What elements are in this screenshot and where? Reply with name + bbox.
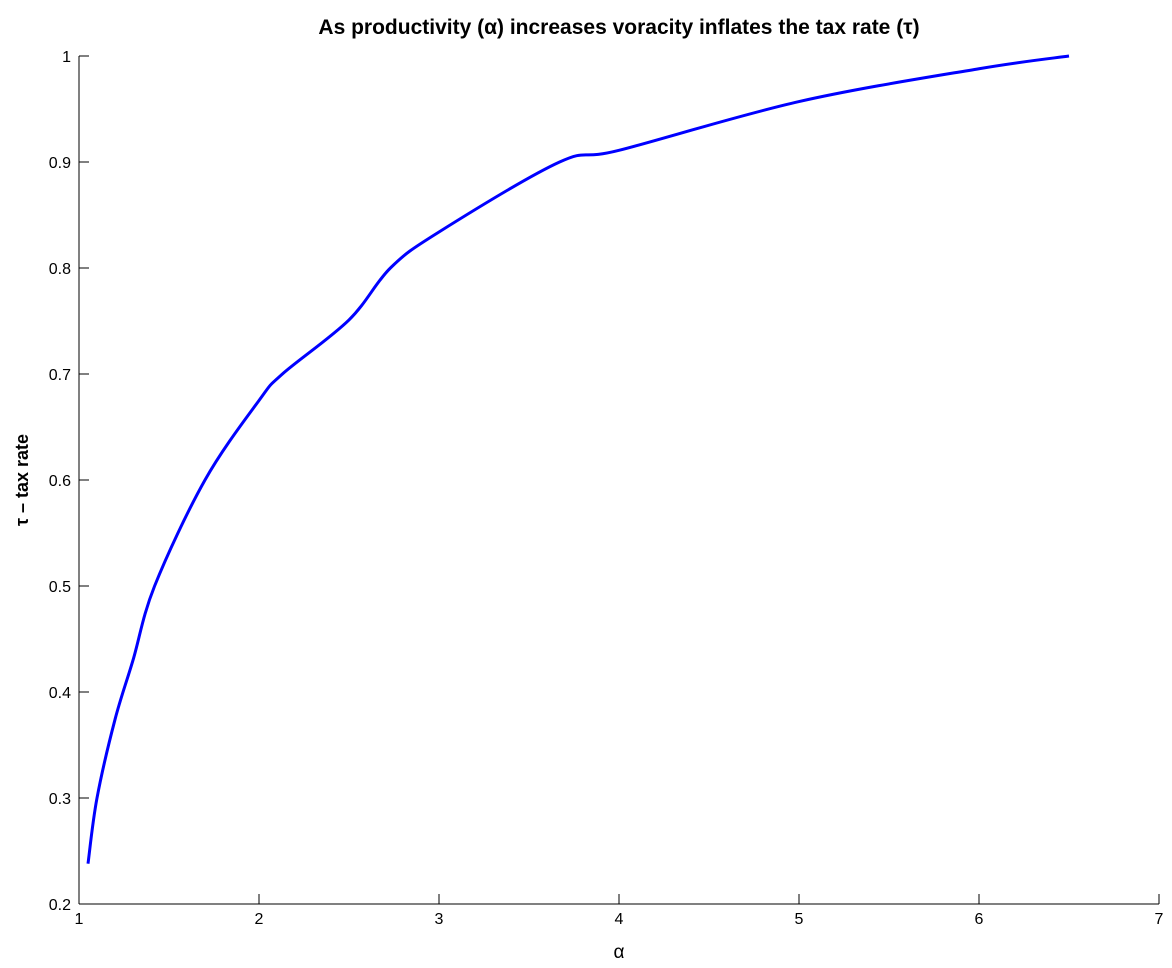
y-tick-label: 0.9 <box>49 155 71 172</box>
chart-title: As productivity (α) increases voracity i… <box>318 16 919 39</box>
x-tick-label: 2 <box>255 911 264 928</box>
x-tick-label: 4 <box>615 911 624 928</box>
x-tick-label: 6 <box>975 911 984 928</box>
y-tick-label: 0.5 <box>49 579 71 596</box>
y-tick-label: 0.7 <box>49 367 71 384</box>
y-tick-label: 1 <box>62 49 71 66</box>
x-tick-label: 1 <box>75 911 84 928</box>
x-tick-label: 5 <box>795 911 804 928</box>
x-axis-label: α <box>614 942 625 963</box>
y-tick-label: 0.2 <box>49 897 71 914</box>
y-tick-label: 0.8 <box>49 261 71 278</box>
y-axis-label: τ – tax rate <box>12 434 32 526</box>
y-tick-label: 0.6 <box>49 473 71 490</box>
x-tick-label: 7 <box>1155 911 1164 928</box>
x-tick-label: 3 <box>435 911 444 928</box>
line-series <box>86 54 1070 864</box>
y-tick-label: 0.3 <box>49 791 71 808</box>
y-tick-label: 0.4 <box>49 685 71 702</box>
